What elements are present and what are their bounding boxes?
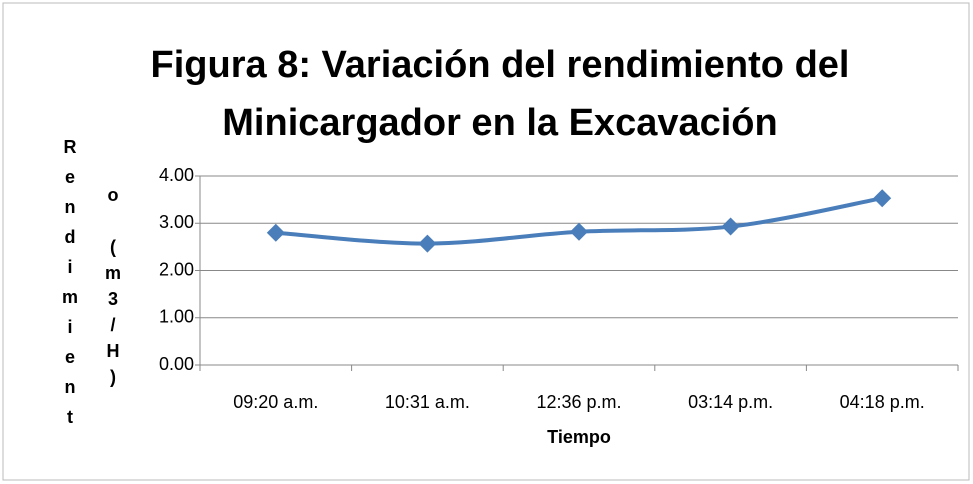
marker — [721, 217, 740, 236]
y-axis-label-char: d — [65, 227, 76, 247]
y-axis-label-char: m — [62, 287, 78, 307]
y-tick-label: 4.00 — [159, 165, 194, 185]
y-tick-label: 1.00 — [159, 307, 194, 327]
y-axis-label-char: e — [65, 347, 75, 367]
y-axis-label-char: ) — [110, 367, 116, 387]
marker — [266, 223, 285, 242]
marker — [873, 189, 892, 208]
x-tick-label: 12:36 p.m. — [536, 392, 621, 412]
x-tick-label: 09:20 a.m. — [233, 392, 318, 412]
y-tick-label: 3.00 — [159, 212, 194, 232]
y-tick-label: 2.00 — [159, 259, 194, 279]
marker — [570, 222, 588, 241]
x-axis-label: Tiempo — [547, 427, 611, 447]
chart-title: Figura 8: Variación del rendimiento del … — [150, 44, 850, 144]
y-axis-label-char: e — [65, 167, 75, 187]
y-axis-label-char: o — [108, 185, 119, 205]
y-axis-label-char: ( — [110, 237, 116, 257]
y-tick-label: 0.00 — [159, 354, 194, 374]
y-axis-label-char: m — [105, 263, 121, 283]
y-axis-label-char: i — [67, 317, 72, 337]
y-axis-label-char: n — [65, 197, 76, 217]
marker — [418, 234, 437, 253]
x-tick-label: 10:31 a.m. — [385, 392, 470, 412]
x-tick-label: 04:18 p.m. — [840, 392, 925, 412]
y-axis-label-char: R — [64, 137, 77, 157]
y-axis-label-char: 3 — [108, 289, 118, 309]
y-axis-label-char: H — [107, 341, 120, 361]
y-axis-label-char: t — [67, 407, 73, 427]
y-axis-label-char: n — [65, 377, 76, 397]
y-axis-label-char: i — [67, 257, 72, 277]
y-axis-label-char: / — [110, 315, 115, 335]
x-tick-label: 03:14 p.m. — [688, 392, 773, 412]
